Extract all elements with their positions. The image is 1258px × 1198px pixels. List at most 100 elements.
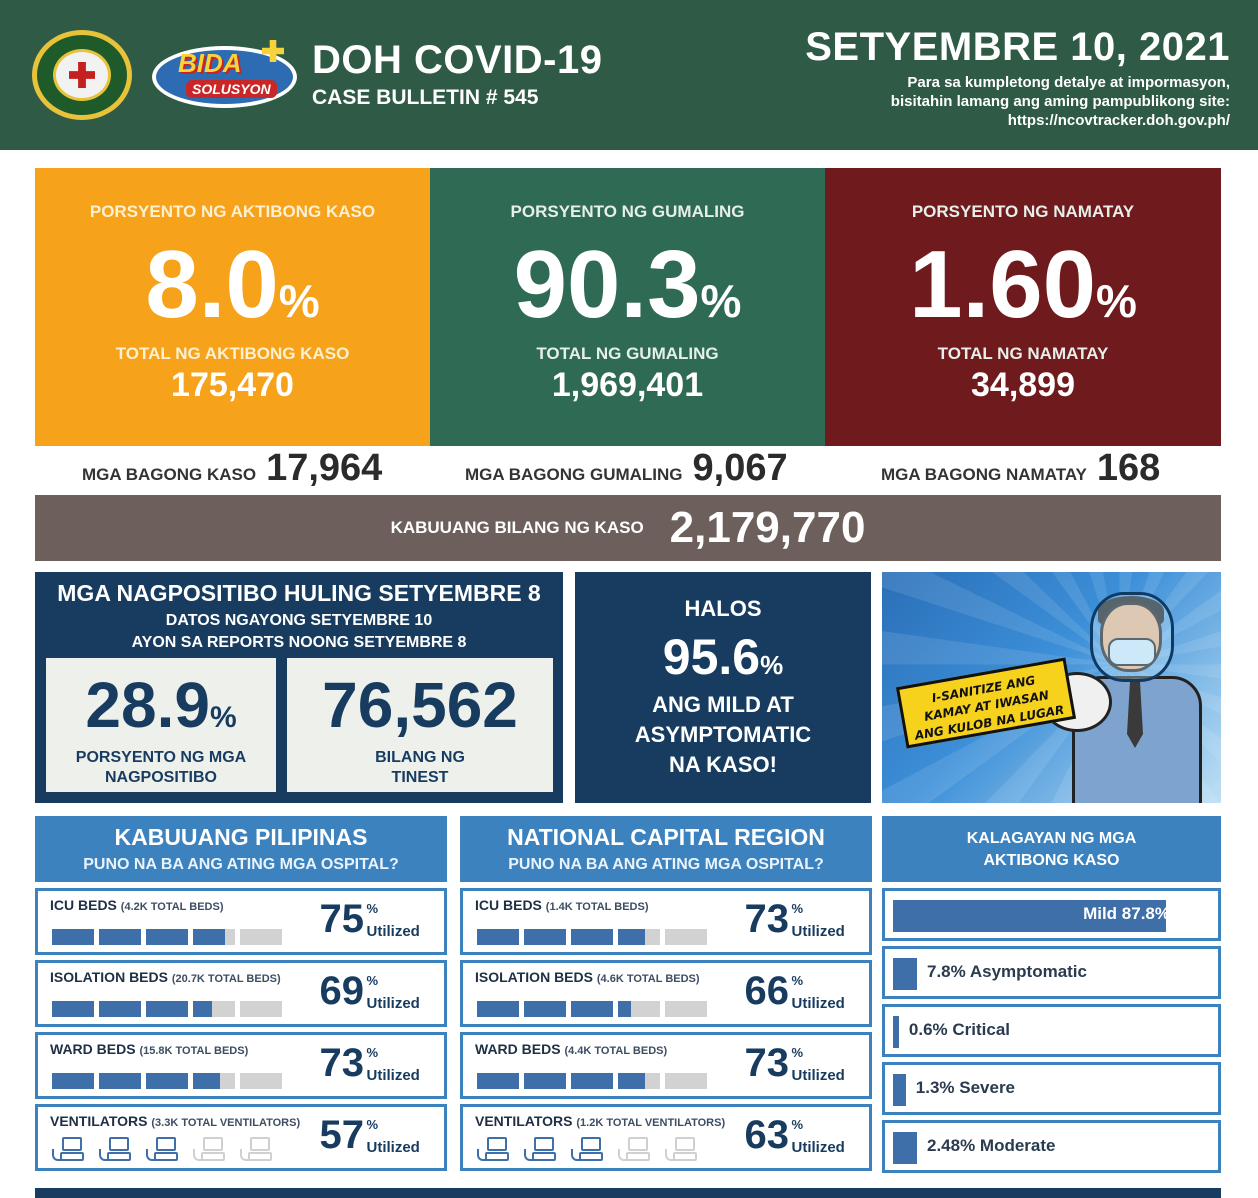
- status-text: 2.48% Moderate: [927, 1136, 1056, 1155]
- utilization-percent: 63% Utilized: [744, 1113, 845, 1157]
- bulletin-number: CASE BULLETIN # 545: [312, 86, 539, 109]
- bar-segment: [99, 1001, 141, 1017]
- doh-seal-logo: [32, 30, 132, 120]
- bar-segment: [240, 929, 282, 945]
- bulletin-title: DOH COVID-19: [312, 38, 603, 82]
- utilization-bar: [52, 1001, 287, 1017]
- bar-segment: [571, 1001, 613, 1017]
- status-row: 2.48% Moderate: [882, 1120, 1221, 1173]
- utilization-label: ICU BEDS (1.4K TOTAL BEDS): [475, 897, 649, 913]
- deaths-total: 34,899: [971, 366, 1075, 404]
- tested-count-card: 76,562 BILANG NG TINEST: [287, 658, 553, 792]
- bar-segment: [524, 929, 566, 945]
- utilization-label: WARD BEDS (4.4K TOTAL BEDS): [475, 1041, 668, 1057]
- deaths-percent: 1.60%: [909, 231, 1137, 338]
- utilization-label: WARD BEDS (15.8K TOTAL BEDS): [50, 1041, 249, 1057]
- utilization-label: VENTILATORS (1.2K TOTAL VENTILATORS): [475, 1113, 726, 1129]
- positivity-box: MGA NAGPOSITIBO HULING SETYEMBRE 8 DATOS…: [35, 572, 563, 803]
- recovered-percent: 90.3%: [513, 231, 742, 338]
- new-cases: MGA BAGONG KASO 17,964: [82, 447, 383, 489]
- utilization-row: ICU BEDS (1.4K TOTAL BEDS) 73% Utilized: [460, 888, 872, 955]
- bar-segment: [618, 929, 660, 945]
- ventilator-icon: [146, 1135, 178, 1165]
- bida-solusyon-logo: BIDA SOLUSYON: [152, 38, 297, 116]
- bar-segment: [665, 1001, 707, 1017]
- utilization-percent: 66% Utilized: [744, 969, 845, 1013]
- footer-bar: [35, 1188, 1221, 1198]
- recovered-total: 1,969,401: [551, 366, 704, 404]
- utilization-bar: [477, 1001, 712, 1017]
- total-cases-value: 2,179,770: [669, 503, 866, 552]
- bar-segment: [618, 1001, 660, 1017]
- deaths-box: PORSYENTO NG NAMATAY 1.60% TOTAL NG NAMA…: [825, 168, 1221, 446]
- utilization-percent: 73% Utilized: [744, 1041, 845, 1085]
- bar-segment: [477, 1073, 519, 1089]
- status-text: Mild 87.8%: [1083, 904, 1170, 923]
- utilization-row: ISOLATION BEDS (4.6K TOTAL BEDS) 66% Utili…: [460, 960, 872, 1027]
- status-bar: [893, 958, 917, 990]
- active-case-status-panel: KALAGAYAN NG MGA AKTIBONG KASO Mild 87.8%…: [882, 816, 1221, 1176]
- bar-segment: [99, 929, 141, 945]
- utilization-label: ISOLATION BEDS (20.7K TOTAL BEDS): [50, 969, 281, 985]
- bar-segment: [571, 1073, 613, 1089]
- ventilator-icon: [524, 1135, 556, 1165]
- status-bar: [893, 1132, 917, 1164]
- new-recovered: MGA BAGONG GUMALING 9,067: [465, 447, 788, 489]
- bar-segment: [240, 1073, 282, 1089]
- bar-segment: [52, 929, 94, 945]
- info-text: Para sa kumpletong detalye at impormasyo…: [890, 74, 1230, 129]
- positivity-rate-card: 28.9% PORSYENTO NG MGA NAGPOSITIBO: [46, 658, 276, 792]
- tracker-link[interactable]: https://ncovtracker.doh.gov.ph/: [1007, 112, 1230, 129]
- ventilator-icon: [477, 1135, 509, 1165]
- bar-segment: [571, 929, 613, 945]
- utilization-row: ISOLATION BEDS (20.7K TOTAL BEDS) 69% Util…: [35, 960, 447, 1027]
- bar-segment: [52, 1073, 94, 1089]
- health-worker-figure: [1072, 592, 1202, 803]
- bar-segment: [146, 1001, 188, 1017]
- utilization-bar: [477, 1073, 712, 1089]
- bar-segment: [99, 1073, 141, 1089]
- status-row: 0.6% Critical: [882, 1004, 1221, 1057]
- utilization-label: VENTILATORS (3.3K TOTAL VENTILATORS): [50, 1113, 301, 1129]
- utilization-label: ISOLATION BEDS (4.6K TOTAL BEDS): [475, 969, 700, 985]
- utilization-percent: 73% Utilized: [744, 897, 845, 941]
- status-row: 1.3% Severe: [882, 1062, 1221, 1115]
- utilization-row: ICU BEDS (4.2K TOTAL BEDS) 75% Utilized: [35, 888, 447, 955]
- bar-segment: [146, 1073, 188, 1089]
- utilization-row: WARD BEDS (4.4K TOTAL BEDS) 73% Utilized: [460, 1032, 872, 1099]
- bar-segment: [477, 929, 519, 945]
- utilization-percent: 75% Utilized: [319, 897, 420, 941]
- utilization-percent: 57% Utilized: [319, 1113, 420, 1157]
- bar-segment: [618, 1073, 660, 1089]
- status-bar: [893, 1074, 906, 1106]
- bar-segment: [193, 929, 235, 945]
- status-text: 7.8% Asymptomatic: [927, 962, 1087, 981]
- ventilator-icon: [571, 1135, 603, 1165]
- mild-asymptomatic-box: HALOS 95.6% ANG MILD AT ASYMPTOMATIC NA KA…: [575, 572, 871, 803]
- bar-segment: [665, 929, 707, 945]
- status-text: 0.6% Critical: [908, 1020, 1010, 1039]
- ventilator-icon: [665, 1135, 697, 1165]
- bar-segment: [240, 1001, 282, 1017]
- bar-segment: [665, 1073, 707, 1089]
- ventilator-icons: [52, 1135, 287, 1165]
- status-row: 7.8% Asymptomatic: [882, 946, 1221, 999]
- bar-segment: [524, 1001, 566, 1017]
- bar-segment: [146, 929, 188, 945]
- utilization-row: WARD BEDS (15.8K TOTAL BEDS) 73% Utilized: [35, 1032, 447, 1099]
- utilization-label: ICU BEDS (4.2K TOTAL BEDS): [50, 897, 224, 913]
- bar-segment: [477, 1001, 519, 1017]
- status-text: 1.3% Severe: [915, 1078, 1016, 1097]
- new-deaths: MGA BAGONG NAMATAY 168: [881, 447, 1161, 489]
- header-banner: BIDA SOLUSYON DOH COVID-19 CASE BULLETIN…: [0, 0, 1258, 150]
- status-bar: [893, 900, 1166, 932]
- bar-segment: [193, 1073, 235, 1089]
- utilization-bar: [52, 1073, 287, 1089]
- ventilator-icon: [240, 1135, 272, 1165]
- philippines-hospital-panel: KABUUANG PILIPINAS PUNO NA BA ANG ATING …: [35, 816, 447, 1176]
- utilization-bar: [52, 929, 287, 945]
- active-percent: 8.0%: [145, 231, 320, 338]
- ncr-hospital-panel: NATIONAL CAPITAL REGION PUNO NA BA ANG A…: [460, 816, 872, 1176]
- utilization-percent: 73% Utilized: [319, 1041, 420, 1085]
- bar-segment: [524, 1073, 566, 1089]
